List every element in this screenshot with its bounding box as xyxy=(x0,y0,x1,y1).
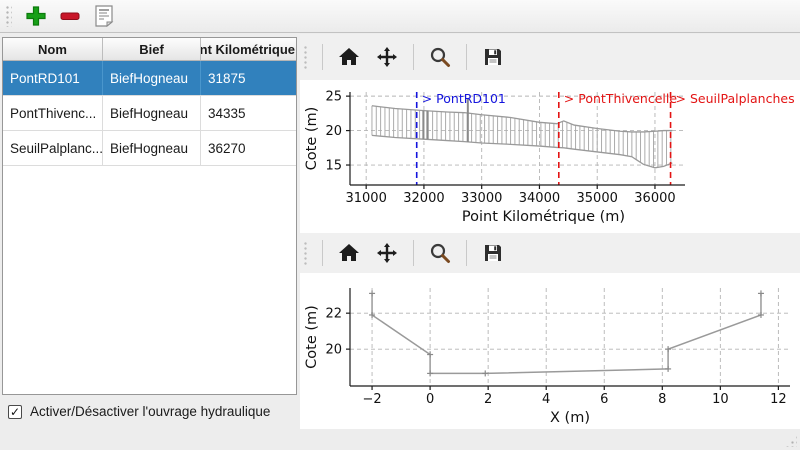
save-button[interactable] xyxy=(478,42,508,72)
activate-ouvrage-checkbox[interactable]: ✓ Activer/Désactiver l'ouvrage hydrauliq… xyxy=(8,404,270,419)
notes-icon xyxy=(95,5,114,28)
x-tick-label: −2 xyxy=(362,392,381,407)
cell-nom: PontRD101 xyxy=(3,61,103,95)
zoom-icon xyxy=(430,47,450,67)
annotation-label: > PontRD101 xyxy=(422,91,506,106)
home-icon xyxy=(339,244,359,261)
profile-plot-canvas[interactable]: > PontRD101 > PontThivencelle > SeuilPalpl… xyxy=(300,80,800,233)
column-header-bief[interactable]: Bief xyxy=(103,38,201,60)
checkbox-box[interactable]: ✓ xyxy=(8,404,22,419)
main-toolbar xyxy=(0,0,800,33)
cell-bief: BiefHogneau xyxy=(103,131,201,165)
profile-plot-toolbar xyxy=(300,34,800,80)
x-tick-label: 33000 xyxy=(461,191,502,206)
cell-pk: 34335 xyxy=(208,105,246,121)
cell-pk: 31875 xyxy=(208,70,246,86)
save-button[interactable] xyxy=(478,238,508,268)
home-button[interactable] xyxy=(334,42,364,72)
pan-icon xyxy=(377,47,397,67)
separator xyxy=(322,44,323,70)
x-tick-label: 12 xyxy=(770,392,787,407)
cell-bief: BiefHogneau xyxy=(103,61,201,95)
pan-icon xyxy=(377,243,397,263)
y-tick-label: 20 xyxy=(325,343,342,358)
edit-notes-button[interactable] xyxy=(88,2,120,30)
minus-icon xyxy=(60,12,80,20)
toolbar-drag-handle[interactable] xyxy=(303,241,309,265)
column-header-nom[interactable]: Nom xyxy=(3,38,103,60)
cross-section-plot: −2 0 2 4 6 8 10 12 20 22 X (m) Cote (m) xyxy=(304,288,790,426)
table-row[interactable]: SeuilPalplanc... BiefHogneau 36270 xyxy=(3,131,296,166)
zoom-icon xyxy=(430,243,450,263)
annotation-label: > SeuilPalplanches xyxy=(676,91,795,106)
x-axis-label: Point Kilométrique (m) xyxy=(462,209,625,225)
y-tick-label: 25 xyxy=(325,90,342,105)
plus-icon xyxy=(26,6,46,26)
section-plot-canvas[interactable]: −2 0 2 4 6 8 10 12 20 22 X (m) Cote (m) xyxy=(300,273,800,429)
separator xyxy=(466,240,467,266)
zoom-button[interactable] xyxy=(425,42,455,72)
cell-nom: SeuilPalplanc... xyxy=(3,131,103,165)
x-tick-label: 2 xyxy=(484,392,492,407)
x-axis-label: X (m) xyxy=(550,410,590,426)
ouvrages-panel: Nom Bief Point Kilométrique PontRD101 Bi… xyxy=(0,34,300,450)
bed-profile-line xyxy=(371,134,673,169)
separator xyxy=(466,44,467,70)
profile-plot: > PontRD101 > PontThivencelle> SeuilPalpl… xyxy=(304,90,795,225)
checkbox-label: Activer/Désactiver l'ouvrage hydraulique xyxy=(30,404,271,419)
separator xyxy=(413,240,414,266)
x-tick-label: 35000 xyxy=(577,191,618,206)
table-header-row: Nom Bief Point Kilométrique xyxy=(3,38,296,61)
zoom-button[interactable] xyxy=(425,238,455,268)
x-tick-label: 0 xyxy=(426,392,434,407)
y-tick-label: 22 xyxy=(325,307,342,322)
section-plot-toolbar xyxy=(300,233,800,273)
cell-nom: PontThivenc... xyxy=(3,96,103,130)
annotation-label: > PontThivencelle xyxy=(564,91,678,106)
toolbar-drag-handle[interactable] xyxy=(303,45,309,69)
separator xyxy=(322,240,323,266)
table-row[interactable]: PontRD101 BiefHogneau 31875 xyxy=(3,61,296,96)
plots-panel: > PontRD101 > PontThivencelle > SeuilPalpl… xyxy=(300,34,800,450)
column-header-pk[interactable]: Point Kilométrique xyxy=(201,41,295,57)
x-tick-label: 4 xyxy=(542,392,550,407)
home-icon xyxy=(339,48,359,65)
y-tick-label: 20 xyxy=(325,124,342,139)
separator xyxy=(413,44,414,70)
x-tick-label: 31000 xyxy=(345,191,386,206)
y-tick-label: 15 xyxy=(325,159,342,174)
x-tick-label: 8 xyxy=(658,392,666,407)
cell-pk: 36270 xyxy=(208,140,246,156)
top-envelope-line xyxy=(371,105,673,133)
x-tick-label: 36000 xyxy=(634,191,675,206)
remove-button[interactable] xyxy=(54,2,86,30)
x-tick-label: 32000 xyxy=(403,191,444,206)
pan-button[interactable] xyxy=(372,42,402,72)
x-tick-label: 34000 xyxy=(519,191,560,206)
y-axis-label: Cote (m) xyxy=(304,305,320,369)
home-button[interactable] xyxy=(334,238,364,268)
toolbar-drag-handle[interactable] xyxy=(5,5,12,27)
save-icon xyxy=(485,49,501,65)
table-row[interactable]: PontThivenc... BiefHogneau 34335 xyxy=(3,96,296,131)
x-tick-label: 6 xyxy=(600,392,608,407)
cell-bief: BiefHogneau xyxy=(103,96,201,130)
save-icon xyxy=(485,245,501,261)
x-tick-label: 10 xyxy=(712,392,729,407)
add-button[interactable] xyxy=(20,2,52,30)
pan-button[interactable] xyxy=(372,238,402,268)
ouvrages-table: Nom Bief Point Kilométrique PontRD101 Bi… xyxy=(2,37,297,395)
y-axis-label: Cote (m) xyxy=(304,107,320,171)
